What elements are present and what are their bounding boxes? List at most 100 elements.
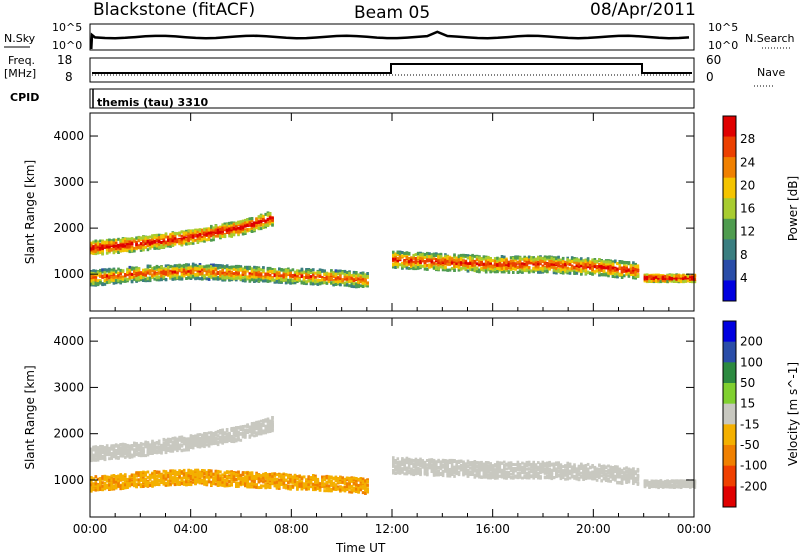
echo-cell-2 bbox=[469, 268, 472, 271]
echo-cell-0 bbox=[244, 436, 247, 439]
echo-cell-0 bbox=[206, 238, 209, 241]
echo-cell-1 bbox=[119, 272, 122, 275]
echo-cell-1 bbox=[192, 268, 195, 271]
panel-frame bbox=[90, 113, 694, 311]
echo-cell-0 bbox=[119, 450, 122, 453]
echo-cell-0 bbox=[97, 252, 100, 255]
echo-cell-1 bbox=[230, 266, 233, 269]
echo-cell-3 bbox=[655, 279, 658, 282]
echo-cell-1 bbox=[185, 263, 188, 266]
echo-cell-2 bbox=[612, 272, 615, 275]
echo-cell-2 bbox=[616, 262, 619, 265]
echo-cell-0 bbox=[240, 225, 243, 228]
echo-cell-2 bbox=[435, 267, 438, 270]
echo-cell-0 bbox=[135, 243, 138, 246]
echo-cell-0 bbox=[149, 247, 152, 250]
echo-cell-2 bbox=[519, 257, 522, 260]
echo-cell-0 bbox=[212, 442, 215, 445]
echo-cell-0 bbox=[224, 235, 227, 238]
echo-cell-0 bbox=[113, 245, 116, 248]
echo-cell-2 bbox=[455, 257, 458, 260]
echo-cell-1 bbox=[244, 271, 247, 274]
echo-cell-0 bbox=[210, 226, 213, 229]
echo-cell-0 bbox=[181, 235, 184, 238]
echo-cell-0 bbox=[115, 239, 118, 242]
echo-cell-0 bbox=[244, 230, 247, 233]
echo-cell-0 bbox=[126, 245, 129, 248]
echo-cell-0 bbox=[167, 438, 170, 441]
echo-cell-0 bbox=[158, 447, 161, 450]
echo-cell-2 bbox=[451, 267, 454, 270]
echo-cell-2 bbox=[578, 259, 581, 262]
echo-cell-0 bbox=[203, 237, 206, 240]
echo-cell-1 bbox=[360, 280, 363, 283]
echo-cell-1 bbox=[258, 273, 261, 276]
echo-cell-0 bbox=[147, 446, 150, 449]
echo-cell-2 bbox=[539, 262, 542, 265]
echo-cell-1 bbox=[317, 271, 320, 274]
echo-cell-1 bbox=[323, 273, 326, 276]
echo-cell-2 bbox=[585, 269, 588, 272]
echo-cell-1 bbox=[303, 277, 306, 280]
echo-cell-2 bbox=[539, 271, 542, 274]
echo-cell-1 bbox=[330, 273, 333, 276]
echo-cell-1 bbox=[335, 273, 338, 276]
echo-cell-1 bbox=[101, 275, 104, 278]
echo-cell-0 bbox=[262, 215, 265, 218]
echo-cell-2 bbox=[580, 264, 583, 267]
echo-cell-2 bbox=[431, 260, 434, 263]
echo-cell-3 bbox=[660, 280, 663, 283]
echo-cell-1 bbox=[251, 275, 254, 278]
echo-cell-2 bbox=[462, 254, 465, 257]
echo-cell-1 bbox=[289, 274, 292, 277]
echo-cell-2 bbox=[428, 259, 431, 262]
echo-cell-0 bbox=[172, 440, 175, 443]
echo-cell-2 bbox=[596, 260, 599, 263]
colorbar-swatch bbox=[723, 137, 736, 158]
echo-cell-1 bbox=[328, 277, 331, 280]
echo-cell-2 bbox=[564, 269, 567, 272]
colorbar-swatch bbox=[723, 116, 736, 137]
echo-cell-2 bbox=[532, 258, 535, 261]
echo-cell-1 bbox=[314, 279, 317, 282]
echo-cell-0 bbox=[192, 446, 195, 449]
echo-cell-2 bbox=[625, 267, 628, 270]
echo-cell-3 bbox=[673, 280, 676, 283]
echo-cell-3 bbox=[678, 275, 681, 278]
echo-cell-2 bbox=[474, 255, 477, 258]
colorbar-swatch bbox=[723, 198, 736, 219]
echo-cell-0 bbox=[129, 453, 132, 456]
noise-tick-top-right: 10^5 bbox=[708, 21, 738, 34]
echo-cell-2 bbox=[508, 264, 511, 267]
echo-cell-1 bbox=[335, 269, 338, 272]
echo-cell-2 bbox=[532, 268, 535, 271]
echo-cell-0 bbox=[258, 430, 261, 433]
echo-cell-1 bbox=[178, 277, 181, 280]
echo-cell-1 bbox=[276, 280, 279, 283]
echo-cell-2 bbox=[474, 261, 477, 264]
echo-cell-2 bbox=[619, 261, 622, 264]
echo-cell-0 bbox=[194, 442, 197, 445]
echo-cell-1 bbox=[129, 273, 132, 276]
echo-cells bbox=[90, 211, 696, 288]
echo-cell-0 bbox=[167, 236, 170, 239]
echo-cell-1 bbox=[104, 274, 107, 277]
echo-cell-2 bbox=[539, 259, 542, 262]
echo-cell-2 bbox=[566, 259, 569, 262]
echo-cell-2 bbox=[496, 267, 499, 270]
echo-cell-1 bbox=[224, 276, 227, 279]
echo-cell-0 bbox=[269, 220, 272, 223]
echo-cell-1 bbox=[158, 268, 161, 271]
echo-cell-2 bbox=[437, 260, 440, 263]
echo-cell-1 bbox=[194, 264, 197, 267]
echo-cell-1 bbox=[199, 273, 202, 276]
echo-cell-0 bbox=[165, 451, 168, 454]
echo-cell-2 bbox=[399, 252, 402, 255]
echo-cell-0 bbox=[203, 433, 206, 436]
echo-cell-0 bbox=[158, 240, 161, 243]
echo-cell-2 bbox=[632, 267, 635, 270]
echo-cell-1 bbox=[346, 271, 349, 274]
echo-cell-0 bbox=[206, 229, 209, 232]
